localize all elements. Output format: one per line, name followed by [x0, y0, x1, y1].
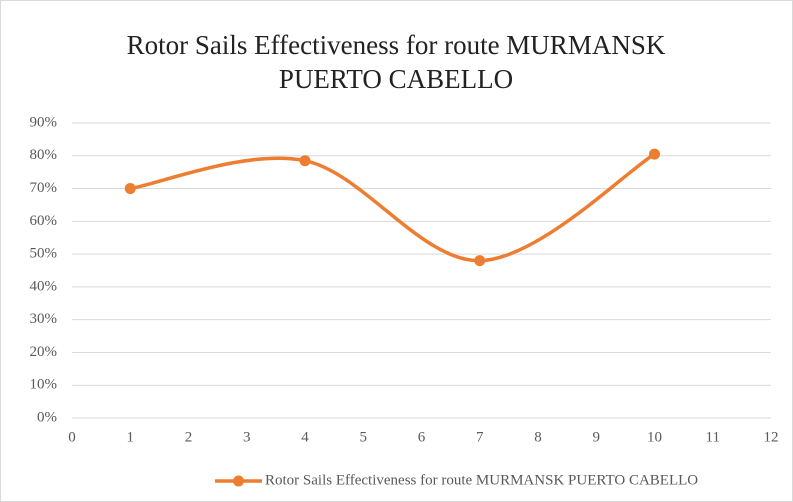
y-tick-label: 30%: [30, 311, 58, 327]
x-tick-label: 6: [418, 429, 426, 445]
data-point: [124, 183, 136, 195]
y-tick-label: 70%: [30, 180, 58, 196]
data-point: [299, 155, 311, 167]
x-tick-label: 7: [476, 429, 484, 445]
x-tick-label: 4: [301, 429, 309, 445]
x-tick-label: 1: [127, 429, 135, 445]
x-tick-label: 11: [706, 429, 720, 445]
data-point: [649, 148, 660, 160]
x-tick-label: 10: [647, 429, 662, 445]
y-tick-label: 40%: [30, 278, 58, 294]
y-tick-label: 60%: [30, 213, 58, 229]
y-tick-label: 90%: [30, 114, 58, 130]
data-point: [474, 255, 486, 267]
series-line: [128, 152, 657, 263]
x-tick-label: 9: [593, 429, 601, 445]
x-tick-label: 3: [243, 429, 251, 445]
x-tick-label: 0: [68, 429, 76, 445]
chart-title: Rotor Sails Effectiveness for route MURM…: [126, 30, 666, 94]
x-tick-label: 5: [360, 429, 368, 445]
x-tick-label: 2: [185, 429, 193, 445]
x-tick-label: 8: [534, 429, 542, 445]
y-tick-label: 10%: [30, 377, 58, 393]
y-tick-label: 50%: [30, 246, 58, 262]
y-tick-label: 80%: [30, 147, 58, 163]
legend-label: Rotor Sails Effectiveness for route MURM…: [265, 472, 698, 488]
y-tick-label: 20%: [30, 344, 58, 360]
legend-marker: [233, 475, 244, 487]
x-tick-label: 12: [764, 429, 779, 445]
y-tick-label: 0%: [37, 409, 57, 425]
